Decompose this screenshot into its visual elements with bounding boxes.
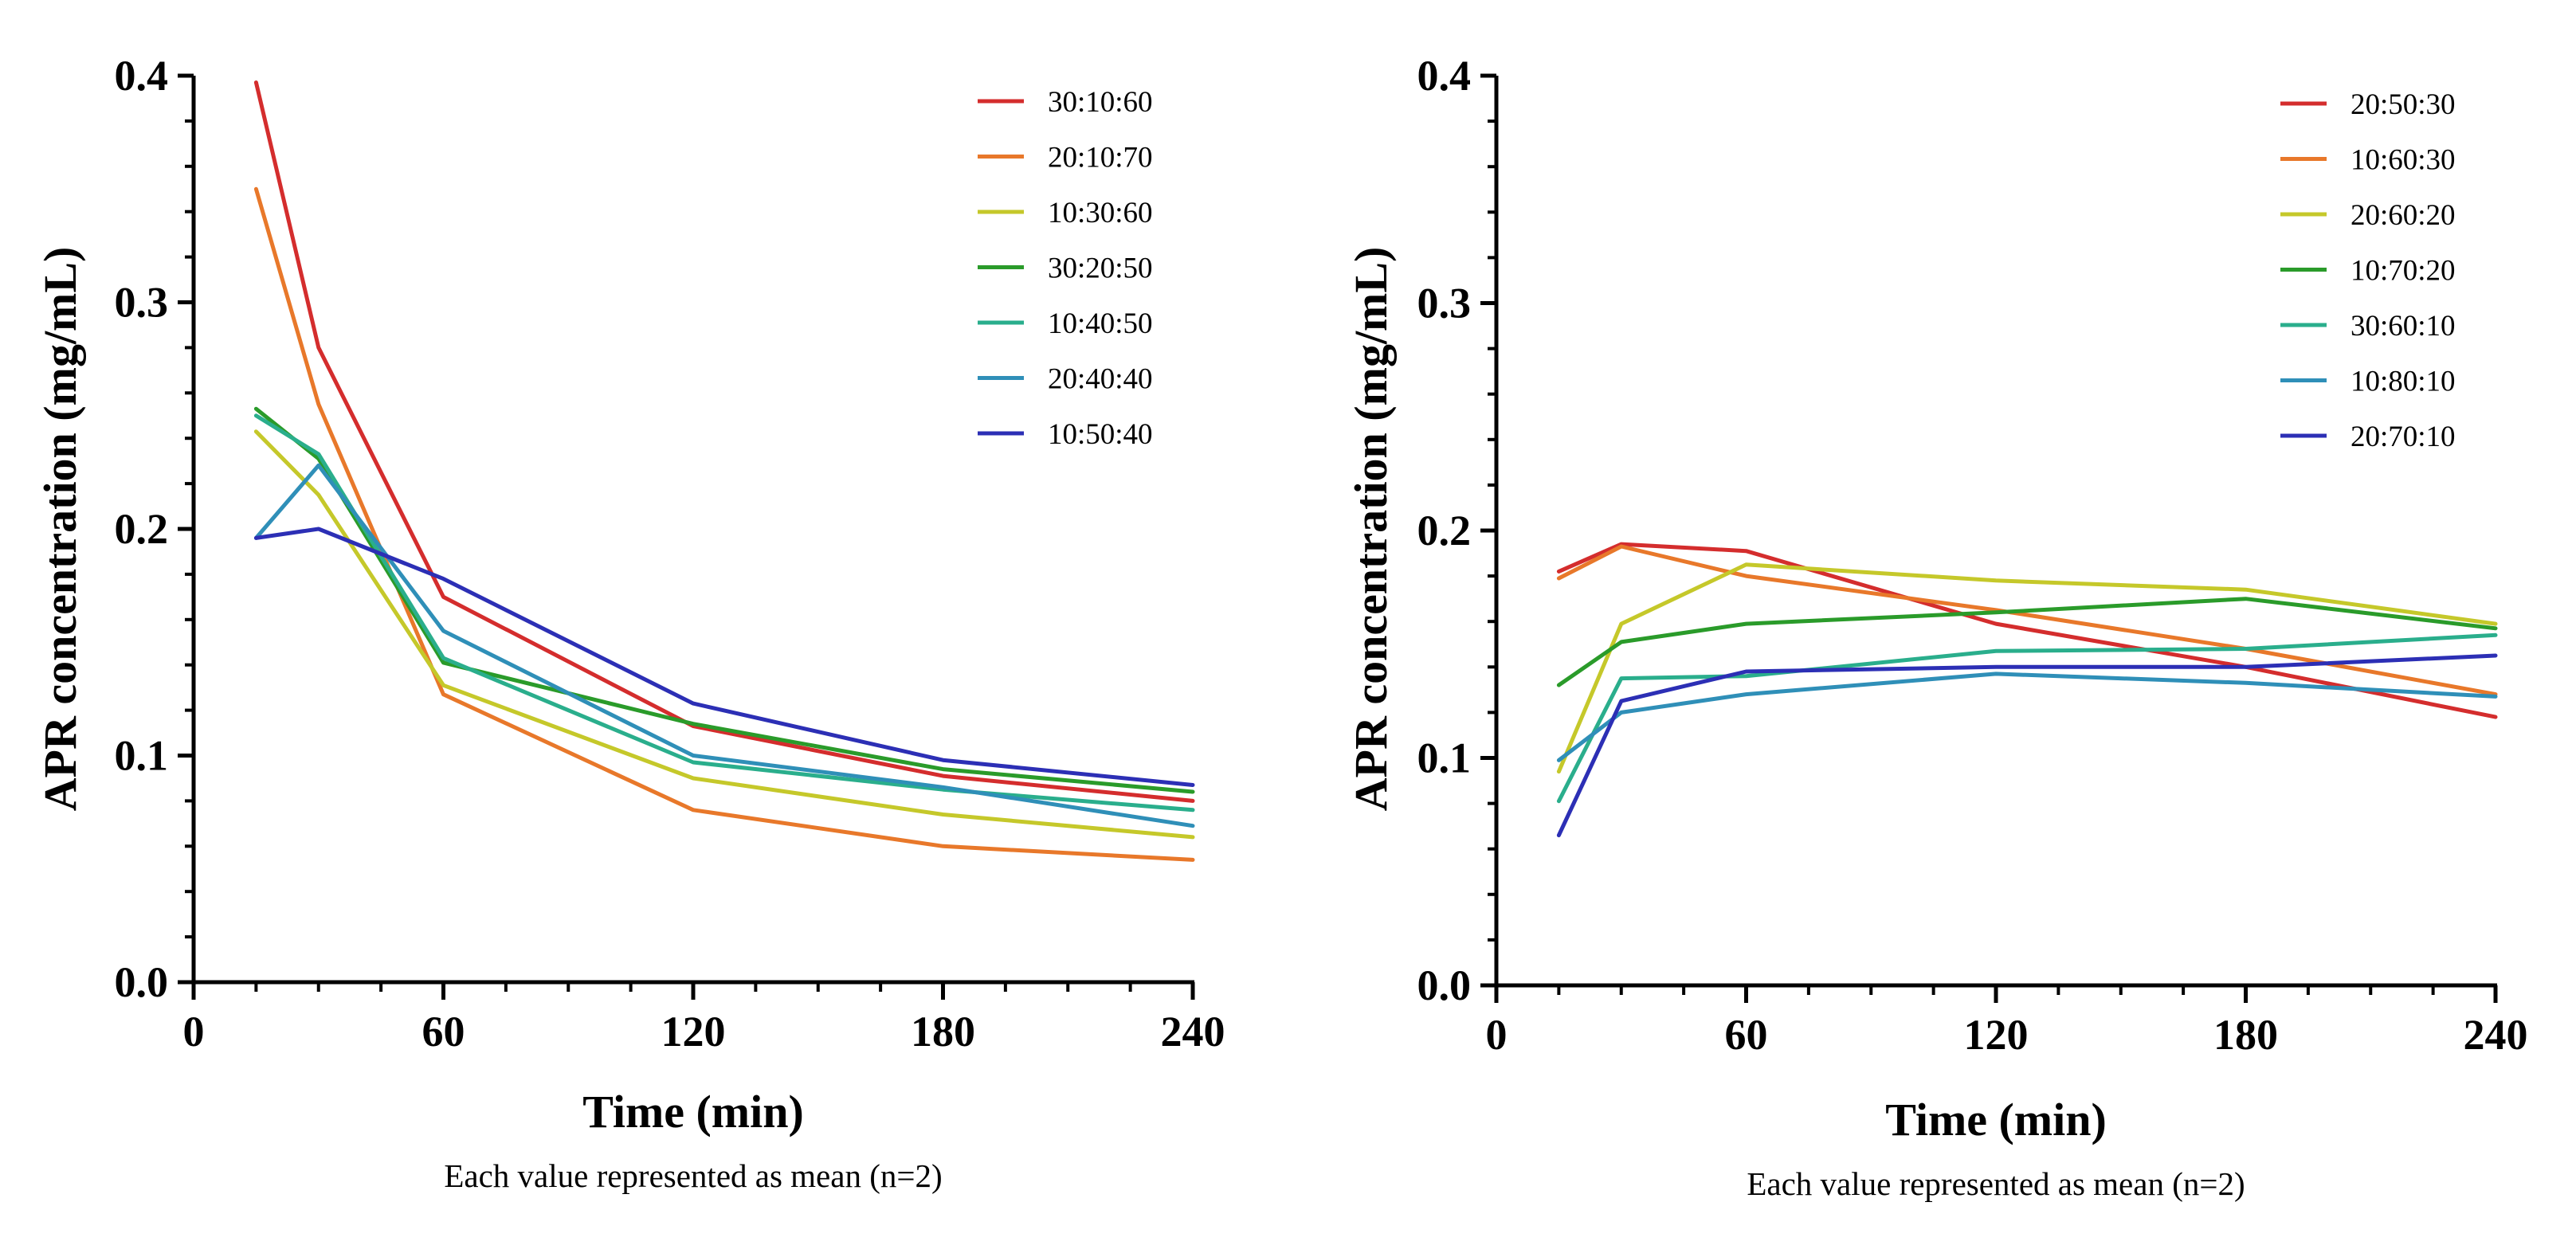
y-tick-label: 0.2 [1417, 507, 1472, 554]
legend-label: 10:70:20 [2351, 255, 2456, 288]
legend-label: 30:10:60 [1048, 86, 1153, 119]
x-tick-label: 120 [661, 1008, 726, 1055]
x-tick-label: 0 [1486, 1011, 1508, 1059]
y-tick-label: 0.0 [1417, 961, 1472, 1009]
x-tick-label: 120 [1964, 1011, 2029, 1059]
figure-note: Each value represented as mean (n=2) [1747, 1165, 2245, 1202]
legend-label: 20:50:30 [2351, 88, 2456, 121]
series-line-20-10-70 [253, 186, 1195, 862]
series-line-10-60-30 [1556, 544, 2498, 697]
x-axis-title: Time (min) [582, 1086, 804, 1138]
x-tick-label: 0 [183, 1008, 205, 1055]
x-tick-label: 240 [1161, 1008, 1225, 1055]
legend-label: 20:10:70 [1048, 142, 1153, 174]
legend-label: 20:60:20 [2351, 199, 2456, 232]
x-tick-label: 180 [2213, 1011, 2278, 1059]
x-axis-title: Time (min) [1885, 1094, 2107, 1145]
y-tick-label: 0.2 [115, 505, 169, 553]
x-tick-label: 180 [911, 1008, 975, 1055]
series-line-20-70-10 [1556, 653, 2498, 838]
y-tick-label: 0.1 [1417, 734, 1472, 782]
series-line-10-50-40 [253, 527, 1195, 787]
x-tick-label: 60 [1725, 1011, 1768, 1059]
y-tick-label: 0.4 [115, 52, 169, 100]
chart-panel-left: 0.0 0.1 0.2 0.3 0.4 0 60 120 180 240 APR concentra… [34, 52, 1225, 1194]
y-tick-label: 0.0 [115, 958, 169, 1006]
series-line-20-40-40 [253, 463, 1195, 828]
legend-label: 10:60:30 [2351, 144, 2456, 177]
legend-label: 10:80:10 [2351, 366, 2456, 398]
series-line-10-70-20 [1556, 597, 2498, 687]
legend-label: 10:40:50 [1048, 307, 1153, 340]
y-axis-title: APR concentration (mg/mL) [34, 247, 86, 812]
series-line-20-50-30 [1556, 542, 2498, 719]
legend-label: 30:20:50 [1048, 253, 1153, 285]
series-line-30-20-50 [253, 406, 1195, 794]
series-line-10-80-10 [1556, 672, 2498, 762]
legend-label: 20:40:40 [1048, 363, 1153, 396]
legend-label: 30:60:10 [2351, 310, 2456, 343]
y-tick-label: 0.4 [1417, 52, 1472, 100]
figure-note: Each value represented as mean (n=2) [444, 1157, 942, 1194]
legend-label: 10:50:40 [1048, 418, 1153, 451]
y-axis-title: APR concentration (mg/mL) [1345, 247, 1397, 812]
chart-panel-right: 0.0 0.1 0.2 0.3 0.4 0 60 120 180 240 APR concentra… [1345, 52, 2528, 1202]
series-line-10-30-60 [253, 429, 1195, 840]
legend-label: 10:30:60 [1048, 197, 1153, 229]
series-line-30-60-10 [1556, 632, 2498, 804]
y-tick-label: 0.3 [115, 279, 169, 327]
y-tick-label: 0.1 [115, 732, 169, 780]
y-tick-label: 0.3 [1417, 280, 1472, 327]
x-tick-label: 60 [422, 1008, 465, 1055]
series-line-30-10-60 [253, 80, 1195, 803]
legend-label: 20:70:10 [2351, 421, 2456, 453]
x-tick-label: 240 [2464, 1011, 2528, 1059]
